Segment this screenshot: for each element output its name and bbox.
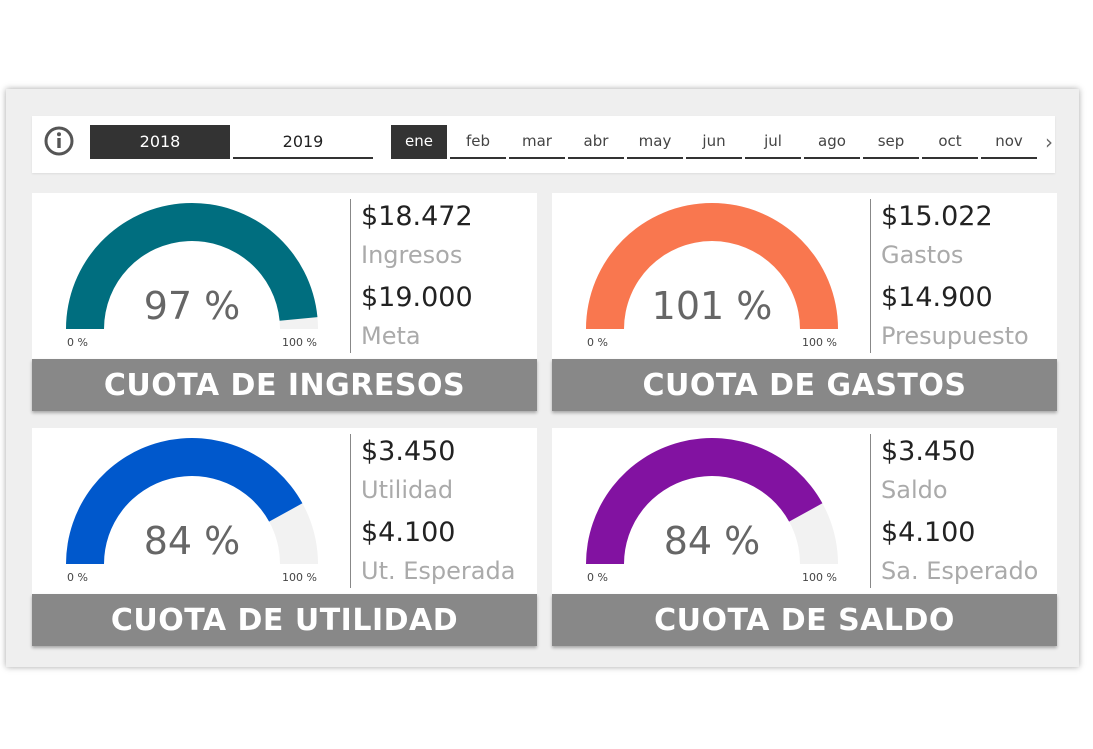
gauge-percent: 97 % bbox=[144, 284, 241, 328]
gauge-gastos: 101 % 0 % 100 % bbox=[586, 203, 838, 349]
kpi-value-saldo: $3.450 bbox=[881, 436, 976, 467]
month-slicer-ene[interactable]: ene bbox=[391, 125, 447, 159]
kpi-value-presupuesto: $14.900 bbox=[881, 282, 993, 313]
divider bbox=[870, 434, 871, 588]
kpi-label-gastos: Gastos bbox=[881, 241, 964, 269]
divider bbox=[350, 199, 351, 353]
gauge-fill bbox=[586, 203, 838, 329]
gauge-max-label: 100 % bbox=[282, 336, 317, 349]
divider bbox=[870, 199, 871, 353]
card-utilidad: 84 % 0 % 100 % $3.450 Utilidad $4.100 Ut… bbox=[32, 428, 537, 646]
month-slicer-mar[interactable]: mar bbox=[509, 125, 565, 159]
gauge-utilidad: 84 % 0 % 100 % bbox=[66, 438, 318, 584]
chevron-right-icon[interactable]: › bbox=[1045, 130, 1053, 154]
month-slicer-may[interactable]: may bbox=[627, 125, 683, 159]
kpi-label-sa-esperado: Sa. Esperado bbox=[881, 557, 1039, 585]
card-title-banner: CUOTA DE SALDO bbox=[552, 594, 1057, 646]
card-title-banner: CUOTA DE UTILIDAD bbox=[32, 594, 537, 646]
gauge-ingresos: 97 % 0 % 100 % bbox=[66, 203, 318, 349]
card-body: 97 % 0 % 100 % $18.472 Ingresos $19.000 … bbox=[32, 193, 537, 359]
info-icon[interactable] bbox=[44, 126, 74, 156]
kpi-value-gastos: $15.022 bbox=[881, 201, 993, 232]
gauge-min-label: 0 % bbox=[67, 336, 88, 349]
card-body: 101 % 0 % 100 % $15.022 Gastos $14.900 P… bbox=[552, 193, 1057, 359]
kpi-value-utilidad: $3.450 bbox=[361, 436, 456, 467]
kpi-label-utilidad: Utilidad bbox=[361, 476, 454, 504]
month-slicer-sep[interactable]: sep bbox=[863, 125, 919, 159]
gauge-fill bbox=[66, 438, 303, 564]
gauge-percent: 84 % bbox=[664, 519, 761, 563]
gauge-min-label: 0 % bbox=[587, 571, 608, 584]
month-slicer-oct[interactable]: oct bbox=[922, 125, 978, 159]
kpi-value-ut-esperada: $4.100 bbox=[361, 517, 456, 548]
kpi-label-meta: Meta bbox=[361, 322, 421, 350]
kpi-value-meta: $19.000 bbox=[361, 282, 473, 313]
month-slicer-jun[interactable]: jun bbox=[686, 125, 742, 159]
card-title-banner: CUOTA DE GASTOS bbox=[552, 359, 1057, 411]
card-saldo: 84 % 0 % 100 % $3.450 Saldo $4.100 Sa. E… bbox=[552, 428, 1057, 646]
gauge-min-label: 0 % bbox=[67, 571, 88, 584]
kpi-value-ingresos: $18.472 bbox=[361, 201, 473, 232]
divider bbox=[350, 434, 351, 588]
year-slicer-2019[interactable]: 2019 bbox=[233, 125, 373, 159]
filter-toolbar: 2018 2019 ene feb mar abr may jun jul ag… bbox=[32, 116, 1055, 173]
kpi-label-ingresos: Ingresos bbox=[361, 241, 463, 269]
gauge-fill bbox=[66, 203, 318, 329]
gauge-max-label: 100 % bbox=[282, 571, 317, 584]
gauge-fill bbox=[586, 438, 823, 564]
card-gastos: 101 % 0 % 100 % $15.022 Gastos $14.900 P… bbox=[552, 193, 1057, 411]
month-slicer-abr[interactable]: abr bbox=[568, 125, 624, 159]
gauge-max-label: 100 % bbox=[802, 571, 837, 584]
card-body: 84 % 0 % 100 % $3.450 Saldo $4.100 Sa. E… bbox=[552, 428, 1057, 594]
kpi-value-sa-esperado: $4.100 bbox=[881, 517, 976, 548]
year-slicer-2018[interactable]: 2018 bbox=[90, 125, 230, 159]
card-ingresos: 97 % 0 % 100 % $18.472 Ingresos $19.000 … bbox=[32, 193, 537, 411]
card-title-banner: CUOTA DE INGRESOS bbox=[32, 359, 537, 411]
month-slicer-ago[interactable]: ago bbox=[804, 125, 860, 159]
gauge-min-label: 0 % bbox=[587, 336, 608, 349]
kpi-label-presupuesto: Presupuesto bbox=[881, 322, 1029, 350]
gauge-saldo: 84 % 0 % 100 % bbox=[586, 438, 838, 584]
gauge-percent: 84 % bbox=[144, 519, 241, 563]
month-slicer-jul[interactable]: jul bbox=[745, 125, 801, 159]
kpi-label-ut-esperada: Ut. Esperada bbox=[361, 557, 516, 585]
gauge-percent: 101 % bbox=[652, 284, 773, 328]
kpi-label-saldo: Saldo bbox=[881, 476, 948, 504]
card-body: 84 % 0 % 100 % $3.450 Utilidad $4.100 Ut… bbox=[32, 428, 537, 594]
gauge-max-label: 100 % bbox=[802, 336, 837, 349]
month-slicer-feb[interactable]: feb bbox=[450, 125, 506, 159]
month-slicer-nov[interactable]: nov bbox=[981, 125, 1037, 159]
